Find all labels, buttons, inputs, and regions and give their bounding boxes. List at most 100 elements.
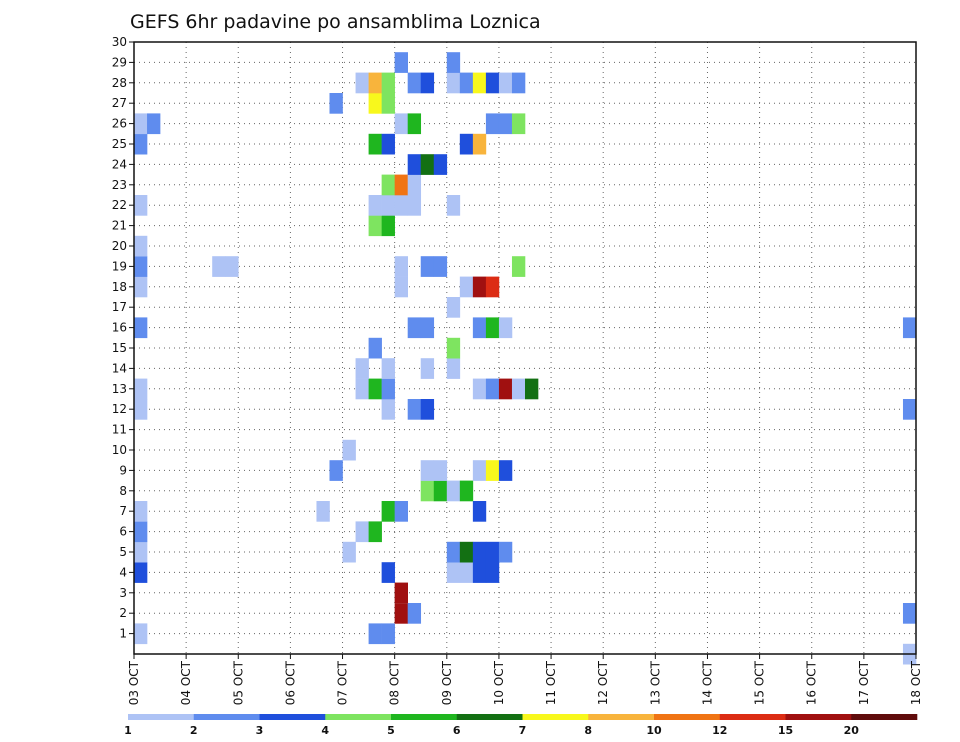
- heatmap-cell: [525, 378, 539, 400]
- heatmap-cell: [446, 52, 461, 73]
- heatmap-cell: [498, 460, 513, 481]
- heatmap-cell: [498, 113, 513, 135]
- heatmap-cell: [459, 276, 474, 298]
- colorbar-segment: [719, 714, 786, 720]
- heatmap-cell: [407, 399, 422, 420]
- heatmap-cell: [394, 582, 408, 604]
- heatmap-cell: [485, 317, 500, 339]
- heatmap-cell: [472, 72, 487, 94]
- y-tick-label: 17: [112, 300, 127, 314]
- heatmap-cell: [433, 154, 448, 175]
- heatmap-cell: [368, 215, 382, 237]
- heatmap-cell: [472, 276, 487, 298]
- heatmap-cell: [902, 603, 917, 624]
- heatmap-cell: [355, 358, 369, 379]
- y-tick-label: 26: [112, 117, 127, 131]
- heatmap-cell: [459, 72, 474, 94]
- heatmap-cell: [329, 460, 343, 481]
- heatmap-cell: [134, 256, 148, 277]
- heatmap-cell: [134, 399, 148, 420]
- y-tick-label: 11: [112, 423, 127, 437]
- heatmap-cell: [459, 133, 474, 155]
- heatmap-cell: [381, 72, 395, 94]
- heatmap-cell: [381, 562, 395, 583]
- y-tick-label: 8: [119, 484, 127, 498]
- y-tick-label: 4: [119, 565, 127, 579]
- colorbar-legend: 1 2 3 4 5 6 7 8 10 12 15 20: [124, 714, 918, 737]
- x-tick-label: 16 OCT: [805, 660, 819, 705]
- y-tick-label: 29: [112, 55, 127, 69]
- colorbar-segment: [325, 714, 392, 720]
- heatmap-cell: [394, 501, 408, 522]
- y-tick-label: 18: [112, 280, 127, 294]
- x-axis: 03 OCT 04 OCT 05 OCT 06 OCT 07 OCT 08 OCT 09 O…: [127, 654, 923, 705]
- chart-title: GEFS 6hr padavine po ansamblima Loznica: [130, 11, 541, 33]
- colorbar-label: 3: [256, 724, 264, 737]
- heatmap-cell: [342, 439, 356, 461]
- heatmap-cell: [394, 603, 408, 624]
- heatmap-cell: [446, 195, 461, 216]
- x-tick-label: 08 OCT: [388, 660, 402, 705]
- colorbar-label: 2: [190, 724, 198, 737]
- colorbar-label: 15: [778, 724, 793, 737]
- heatmap-cell: [420, 317, 435, 339]
- y-tick-label: 7: [119, 504, 127, 518]
- heatmap-cell: [420, 399, 435, 420]
- heatmap-cell: [355, 521, 369, 543]
- x-tick-label: 12 OCT: [596, 660, 610, 705]
- heatmap-cell: [134, 562, 148, 583]
- y-tick-label: 10: [112, 443, 127, 457]
- colorbar-label: 12: [712, 724, 727, 737]
- colorbar-segment: [456, 714, 523, 720]
- colorbar-label: 10: [646, 724, 662, 737]
- heatmap-cell: [420, 154, 435, 175]
- heatmap-cell: [368, 623, 382, 645]
- heatmap-cell: [459, 541, 474, 563]
- heatmap-cell: [446, 297, 461, 318]
- heatmap-cell: [420, 358, 435, 379]
- y-tick-label: 5: [119, 545, 127, 559]
- heatmap-cell: [485, 72, 500, 94]
- heatmap-cell: [420, 72, 435, 94]
- heatmap-cell: [407, 317, 422, 339]
- heatmap-cell: [342, 541, 356, 563]
- y-tick-label: 21: [112, 219, 127, 233]
- x-tick-label: 05 OCT: [231, 660, 245, 705]
- colorbar-label: 4: [321, 724, 329, 737]
- colorbar-segment: [851, 714, 918, 720]
- y-tick-label: 20: [112, 239, 127, 253]
- heatmap-cell: [381, 399, 395, 420]
- heatmap-cell: [381, 133, 395, 155]
- heatmap-cell: [485, 378, 500, 400]
- heatmap-cell: [368, 195, 382, 216]
- heatmap-cell: [381, 501, 395, 522]
- x-tick-label: 09 OCT: [440, 660, 454, 705]
- heatmap-cell: [407, 113, 422, 135]
- heatmap-cell: [394, 174, 408, 196]
- heatmap-cell: [485, 460, 500, 481]
- heatmap-cell: [446, 541, 461, 563]
- heatmap-cell: [134, 378, 148, 400]
- colorbar-segment: [654, 714, 721, 720]
- colorbar-segment: [522, 714, 589, 720]
- heatmap-cell: [472, 317, 487, 339]
- heatmap-cell: [147, 113, 161, 135]
- colorbar-segment: [785, 714, 852, 720]
- y-tick-label: 22: [112, 198, 127, 212]
- heatmap-cell: [407, 72, 422, 94]
- heatmap-cell: [498, 541, 513, 563]
- colorbar-segment: [391, 714, 458, 720]
- heatmap-cell: [485, 276, 500, 298]
- heatmap-cell: [134, 235, 148, 257]
- heatmap-cell: [134, 276, 148, 298]
- y-tick-label: 30: [112, 35, 127, 49]
- heatmap-cell: [485, 113, 500, 135]
- x-tick-label: 06 OCT: [283, 660, 297, 705]
- heatmap-cell: [472, 460, 487, 481]
- y-tick-label: 25: [112, 137, 127, 151]
- y-tick-label: 12: [112, 402, 127, 416]
- heatmap-cell: [446, 358, 461, 379]
- heatmap-cell: [446, 480, 461, 502]
- heatmap-cell: [446, 337, 461, 359]
